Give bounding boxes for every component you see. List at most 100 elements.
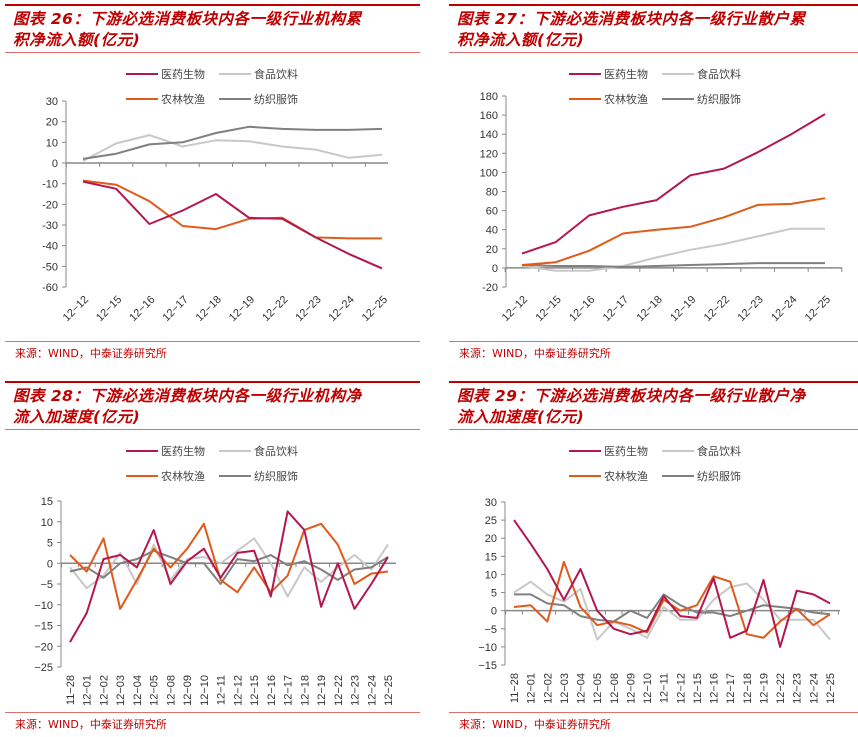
chart-title-line2: 积净流入额(亿元) bbox=[457, 31, 585, 49]
legend-label: 纺织服饰 bbox=[697, 93, 741, 106]
legend-label: 纺织服饰 bbox=[254, 470, 298, 483]
series-line-纺织服饰 bbox=[82, 125, 383, 160]
x-tick-label: 12−03 bbox=[559, 673, 571, 704]
x-tick-label: 12−09 bbox=[625, 673, 637, 704]
legend-label: 食品饮料 bbox=[697, 445, 741, 458]
source-rule bbox=[449, 712, 858, 713]
title-top-rule bbox=[5, 4, 420, 6]
legend-item-yiyao: 医药生物 bbox=[126, 443, 205, 459]
y-tick-label: 25 bbox=[485, 515, 497, 527]
y-tick-label: −5 bbox=[484, 624, 497, 636]
y-tick-label: 0 bbox=[492, 263, 498, 275]
y-tick-label: 60 bbox=[486, 206, 498, 218]
legend-swatch bbox=[662, 475, 694, 477]
chart-c29: 30 25 20 15 10 5 0 −5 −10 −15 11−28 12−01 12−02 12−03… bbox=[478, 497, 840, 704]
x-tick-label: 12−11 bbox=[216, 675, 228, 705]
x-tick-label: 12−17 bbox=[283, 675, 295, 706]
legend-label: 农林牧渔 bbox=[161, 93, 205, 106]
y-tick-label: 180 bbox=[480, 91, 498, 103]
legend-label: 医药生物 bbox=[161, 445, 205, 458]
x-tick-label: 12−18 bbox=[742, 673, 754, 704]
legend-swatch bbox=[126, 98, 158, 100]
series-line-医药生物 bbox=[82, 180, 383, 270]
legend-item-shipin: 食品饮料 bbox=[219, 66, 298, 82]
x-tick-label: 12−18 bbox=[194, 294, 224, 324]
x-tick-label: 12−23 bbox=[293, 294, 323, 324]
legend-swatch bbox=[126, 73, 158, 75]
y-tick-label: 0 bbox=[47, 558, 53, 570]
chart-title: 图表 28：下游必选消费板块内各一级行业机构净 流入加速度(亿元) bbox=[13, 386, 413, 428]
chart-panel-28: 图表 28：下游必选消费板块内各一级行业机构净 流入加速度(亿元) 来源：WIN… bbox=[5, 370, 420, 737]
x-tick-label: 12−04 bbox=[576, 673, 588, 704]
x-tick-label: 12−08 bbox=[165, 675, 177, 706]
chart-panel-27: 图表 27：下游必选消费板块内各一级行业散户累 积净流入额(亿元) 来源：WIN… bbox=[449, 0, 858, 365]
x-tick-label: 12−17 bbox=[725, 673, 737, 704]
x-tick-label: 11−28 bbox=[509, 673, 521, 703]
y-tick-label: 15 bbox=[485, 551, 497, 563]
x-tick-label: 12−02 bbox=[98, 675, 110, 706]
x-tick-label: 12−19 bbox=[668, 294, 698, 324]
legend-swatch bbox=[662, 73, 694, 75]
x-tick-label: 12−17 bbox=[160, 294, 190, 324]
x-tick-label: 12−24 bbox=[808, 673, 820, 704]
series-line-食品饮料 bbox=[513, 580, 831, 641]
x-tick-label: 12−18 bbox=[634, 294, 664, 324]
legend-item-shipin: 食品饮料 bbox=[662, 66, 741, 82]
legend-swatch bbox=[219, 73, 251, 75]
y-tick-label: 40 bbox=[486, 225, 498, 237]
x-tick-label: 11−28 bbox=[65, 675, 77, 705]
legend-swatch bbox=[569, 73, 601, 75]
x-tick-label: 12−18 bbox=[299, 675, 311, 706]
chart-title: 图表 29：下游必选消费板块内各一级行业散户净 流入加速度(亿元) bbox=[457, 386, 857, 428]
legend-swatch bbox=[662, 450, 694, 452]
x-tick-label: 12−02 bbox=[542, 673, 554, 704]
y-tick-label: -20 bbox=[42, 199, 58, 211]
chart-title-line2: 积净流入额(亿元) bbox=[13, 31, 141, 49]
x-tick-label: 12−23 bbox=[350, 675, 362, 706]
x-tick-label: 12−25 bbox=[825, 673, 837, 704]
x-tick-label: 12−10 bbox=[642, 673, 654, 704]
chart-title-line2: 流入加速度(亿元) bbox=[457, 408, 585, 426]
source-rule bbox=[5, 341, 420, 342]
chart-title-line1: 图表 29：下游必选消费板块内各一级行业散户净 bbox=[457, 387, 806, 405]
series-line-农林牧渔 bbox=[521, 197, 826, 266]
y-tick-label: -40 bbox=[42, 241, 58, 253]
chart-title-line1: 图表 28：下游必选消费板块内各一级行业机构净 bbox=[13, 387, 362, 405]
x-tick-label: 12−15 bbox=[94, 294, 124, 324]
x-tick-label: 12−22 bbox=[702, 294, 732, 324]
x-tick-label: 12−22 bbox=[775, 673, 787, 704]
legend-item-yiyao: 医药生物 bbox=[569, 443, 648, 459]
x-tick-label: 12−24 bbox=[769, 294, 799, 324]
chart-panel-26: 图表 26：下游必选消费板块内各一级行业机构累 积净流入额(亿元) 来源：WIN… bbox=[5, 0, 420, 365]
legend-label: 食品饮料 bbox=[254, 445, 298, 458]
y-tick-label: 10 bbox=[485, 569, 497, 581]
legend-swatch bbox=[569, 98, 601, 100]
title-bottom-rule bbox=[449, 429, 858, 430]
series-line-农林牧渔 bbox=[82, 179, 382, 240]
source-note: 来源：WIND，中泰证券研究所 bbox=[15, 718, 167, 731]
y-tick-label: −10 bbox=[34, 600, 53, 612]
legend-label: 医药生物 bbox=[604, 445, 648, 458]
series-line-纺织服饰 bbox=[521, 262, 825, 268]
x-tick-label: 12−04 bbox=[132, 675, 144, 706]
legend-label: 纺织服饰 bbox=[697, 470, 741, 483]
x-tick-label: 12−12 bbox=[61, 294, 91, 324]
y-tick-label: -20 bbox=[482, 282, 498, 294]
x-tick-label: 12−15 bbox=[249, 675, 261, 706]
legend-item-fangzhi: 纺织服饰 bbox=[662, 91, 741, 107]
x-tick-label: 12−15 bbox=[692, 673, 704, 704]
legend-item-yiyao: 医药生物 bbox=[126, 66, 205, 82]
x-tick-label: 12−12 bbox=[232, 675, 244, 706]
y-tick-label: 20 bbox=[486, 244, 498, 256]
chart-title-line2: 流入加速度(亿元) bbox=[13, 408, 141, 426]
x-tick-label: 12−23 bbox=[735, 294, 765, 324]
x-tick-label: 12−25 bbox=[383, 675, 395, 706]
series-line-农林牧渔 bbox=[69, 522, 389, 610]
series-line-食品饮料 bbox=[521, 227, 825, 272]
y-tick-label: 80 bbox=[486, 187, 498, 199]
legend-item-shipin: 食品饮料 bbox=[662, 443, 741, 459]
legend-item-nonglin: 农林牧渔 bbox=[569, 468, 648, 484]
x-tick-label: 12−05 bbox=[592, 673, 604, 704]
legend-swatch bbox=[126, 450, 158, 452]
